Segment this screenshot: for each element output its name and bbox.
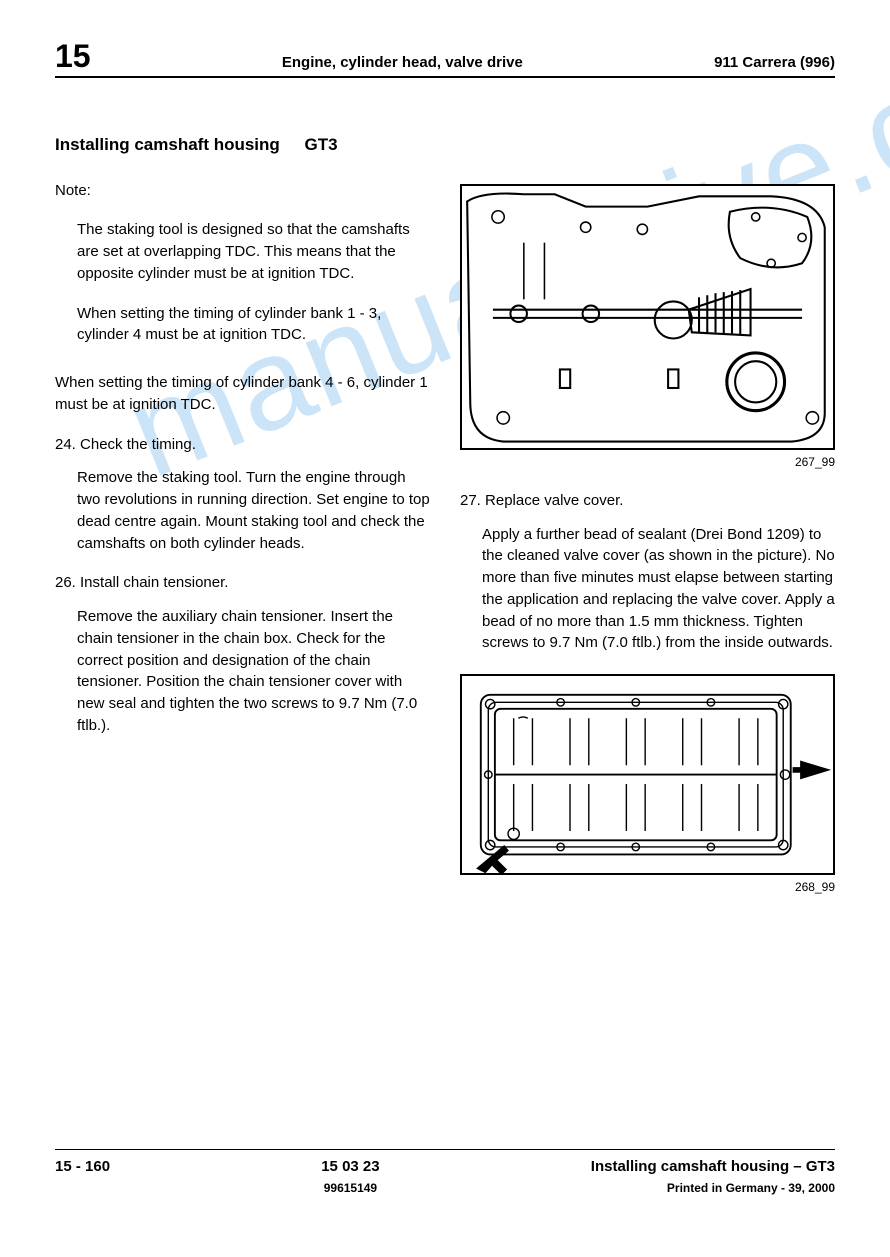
paragraph-bank46: When setting the timing of cylinder bank…	[55, 372, 430, 416]
right-column: 267_99 27. Replace valve cover. Apply a …	[460, 180, 835, 915]
valve-cover-diagram-icon	[462, 676, 833, 873]
step-24-heading: 24. Check the timing.	[55, 434, 430, 456]
step-27-heading: 27. Replace valve cover.	[460, 490, 835, 512]
section-title-text: Installing camshaft housing	[55, 135, 280, 154]
chapter-number: 15	[55, 40, 91, 74]
page-header: 15 Engine, cylinder head, valve drive 91…	[55, 40, 835, 78]
footer-title: Installing camshaft housing – GT3	[591, 1156, 835, 1178]
note-label: Note:	[55, 180, 430, 202]
figure-1-caption: 267_99	[460, 454, 835, 471]
note-paragraph-2: When setting the timing of cylinder bank…	[55, 303, 430, 347]
header-model: 911 Carrera (996)	[714, 52, 835, 74]
section-title: Installing camshaft housing GT3	[55, 133, 835, 158]
left-column: Note: The staking tool is designed so th…	[55, 180, 430, 915]
step-26-body: Remove the auxiliary chain tensioner. In…	[55, 606, 430, 737]
figure-2-caption: 268_99	[460, 879, 835, 896]
step-26-heading: 26. Install chain tensioner.	[55, 572, 430, 594]
header-center: Engine, cylinder head, valve drive	[91, 52, 714, 74]
figure-1	[460, 184, 835, 451]
footer-printed: Printed in Germany - 39, 2000	[591, 1180, 835, 1197]
page-footer: 15 - 160 15 03 23 99615149 Installing ca…	[55, 1149, 835, 1197]
note-paragraph-1: The staking tool is designed so that the…	[55, 219, 430, 284]
step-27-body: Apply a further bead of sealant (Drei Bo…	[460, 524, 835, 655]
footer-docnum: 99615149	[110, 1180, 591, 1197]
step-24-body: Remove the staking tool. Turn the engine…	[55, 467, 430, 554]
figure-2	[460, 674, 835, 875]
section-variant: GT3	[305, 133, 338, 158]
footer-code: 15 03 23	[110, 1156, 591, 1178]
footer-page-number: 15 - 160	[55, 1156, 110, 1178]
engine-diagram-icon	[462, 186, 833, 449]
